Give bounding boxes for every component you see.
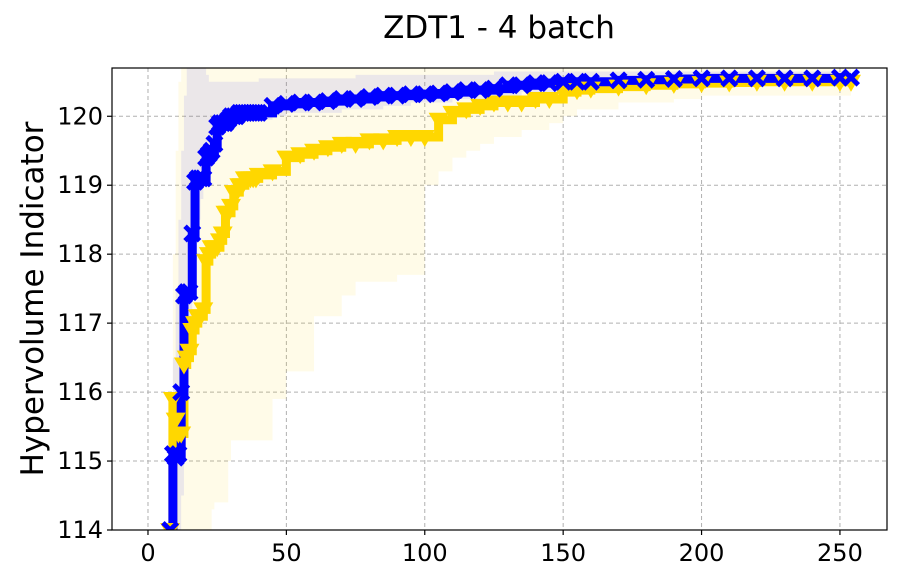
series-0-point: [746, 74, 767, 92]
series-0-point: [719, 75, 740, 93]
series-0-point: [442, 105, 463, 123]
series-1-point: [540, 74, 559, 93]
series-0-point: [456, 102, 477, 120]
y-tick-label: 116: [57, 378, 103, 406]
series-0-point: [802, 74, 823, 92]
x-tick-label: 100: [402, 539, 448, 567]
series-0-point: [483, 95, 504, 113]
series-0-point: [470, 98, 491, 116]
series-1-point: [581, 72, 600, 91]
series-0-point: [193, 302, 214, 320]
series-1-point: [318, 92, 337, 111]
y-tick-label: 118: [57, 240, 103, 268]
y-tick-label: 117: [57, 309, 103, 337]
series-0-band: [170, 68, 852, 530]
series-1-point: [263, 96, 282, 115]
series-1-point: [484, 79, 503, 98]
series-1-point: [747, 69, 766, 88]
axis-ticks: 0 50 100 150 200 250 114 115 116 117 118 119 120: [57, 102, 863, 567]
series-0-point: [525, 92, 546, 110]
plot-frame: [111, 67, 888, 531]
series-0-point: [165, 412, 186, 430]
series-markers: [160, 68, 862, 530]
series-1-point: [443, 83, 462, 102]
x-tick-label: 150: [540, 539, 586, 567]
series-1-point: [161, 521, 180, 530]
series-0-point: [304, 143, 325, 161]
series-0-point: [497, 95, 518, 113]
series-1-point: [457, 81, 476, 100]
series-1-point: [332, 90, 351, 109]
series-1-point: [180, 283, 199, 302]
series-0-point: [359, 133, 380, 151]
series-0-point: [387, 129, 408, 147]
series-1-point: [692, 69, 711, 88]
series-0-point: [331, 136, 352, 154]
series-1-point: [498, 76, 517, 95]
series-0-point: [248, 167, 269, 185]
series-1-point: [554, 72, 573, 91]
series-1-point: [194, 169, 213, 188]
x-tick-label: 50: [271, 539, 302, 567]
series-0-point: [317, 140, 338, 158]
series-1-point: [471, 81, 490, 100]
x-tick-label: 250: [817, 539, 863, 567]
series-0-point: [221, 198, 242, 216]
series-1-point: [172, 383, 191, 402]
series-1-point: [512, 76, 531, 95]
series-1-point: [305, 93, 324, 112]
x-tick-label: 0: [140, 539, 155, 567]
series-0-point: [414, 129, 435, 147]
series-0-point: [428, 112, 449, 130]
confidence-bands: [170, 68, 852, 530]
series-0-point: [841, 74, 862, 92]
chart-title: ZDT1 - 4 batch: [383, 10, 615, 46]
series-1-point: [664, 70, 683, 89]
series-1-point: [205, 134, 224, 153]
series-0-point: [774, 74, 795, 92]
series-1-point: [775, 69, 794, 88]
series-0-point: [171, 426, 192, 444]
series-1-point: [277, 94, 296, 113]
series-0-point: [539, 92, 560, 110]
x-tick-label: 200: [679, 539, 725, 567]
series-1-point: [720, 69, 739, 88]
series-1-point: [388, 86, 407, 105]
series-1-point: [568, 72, 586, 91]
y-tick-label: 115: [57, 447, 103, 475]
series-1-point: [401, 85, 420, 104]
y-tick-label: 119: [57, 171, 103, 199]
series-0-point: [511, 95, 532, 113]
series-0-point: [373, 133, 394, 151]
series-1-point: [374, 86, 393, 105]
series-0-point: [290, 147, 311, 165]
series-1-point: [637, 70, 656, 89]
y-tick-label: 120: [57, 102, 103, 130]
series-1-point: [803, 69, 822, 88]
series-1-point: [249, 103, 268, 122]
series-0-point: [179, 343, 200, 361]
series-0-point: [345, 136, 366, 154]
series-1-point: [183, 224, 202, 243]
series-0-point: [400, 129, 421, 147]
series-1-point: [169, 445, 188, 464]
series-1-point: [842, 68, 861, 87]
y-tick-label: 114: [57, 516, 103, 544]
series-1-point: [609, 71, 628, 90]
series-1-point: [291, 93, 310, 112]
y-axis-label: Hypervolume Indicator: [15, 121, 51, 476]
series-1-point: [526, 74, 545, 93]
series-0-point: [276, 150, 297, 168]
series-1-point: [346, 90, 365, 109]
series-0-point: [212, 226, 233, 244]
series-1-point: [429, 84, 448, 103]
series-0-point: [262, 164, 283, 182]
series-1-point: [415, 85, 434, 104]
series-1-point: [360, 87, 379, 106]
